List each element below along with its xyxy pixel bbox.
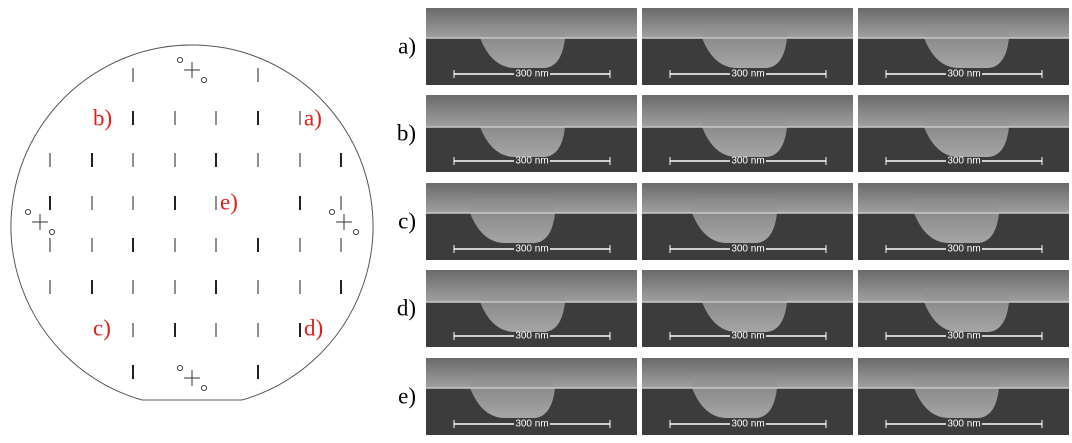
sem-image: 300 nm bbox=[642, 8, 853, 85]
sem-image: 300 nm bbox=[426, 183, 637, 260]
sem-image: 300 nm bbox=[858, 95, 1069, 172]
scale-bar-label: 300 nm bbox=[947, 244, 980, 255]
sem-image: 300 nm bbox=[426, 358, 637, 435]
wafer-label: d) bbox=[304, 315, 323, 340]
scale-bar-label: 300 nm bbox=[947, 156, 980, 167]
scale-bar-label: 300 nm bbox=[731, 419, 764, 430]
sem-image: 300 nm bbox=[642, 183, 853, 260]
sem-image: 300 nm bbox=[642, 270, 853, 347]
scale-bar-label: 300 nm bbox=[515, 331, 548, 342]
row-label: e) bbox=[398, 383, 416, 408]
scale-bar-label: 300 nm bbox=[515, 156, 548, 167]
sem-image: 300 nm bbox=[642, 358, 853, 435]
scale-bar-label: 300 nm bbox=[731, 331, 764, 342]
wafer-label: c) bbox=[93, 315, 111, 340]
sem-image: 300 nm bbox=[858, 270, 1069, 347]
sem-image: 300 nm bbox=[858, 183, 1069, 260]
wafer-label: e) bbox=[220, 189, 238, 214]
scale-bar-label: 300 nm bbox=[947, 331, 980, 342]
figure: b) a) e) c) d) a) 300 nm 300 nm 300 nm b) 300 nm 30… bbox=[0, 0, 1072, 443]
scale-bar-label: 300 nm bbox=[515, 419, 548, 430]
scale-bar-label: 300 nm bbox=[947, 69, 980, 80]
row-label: a) bbox=[398, 33, 416, 58]
sem-image: 300 nm bbox=[426, 95, 637, 172]
scale-bar-label: 300 nm bbox=[731, 69, 764, 80]
sem-image: 300 nm bbox=[426, 8, 637, 85]
sem-image: 300 nm bbox=[858, 358, 1069, 435]
row-label: d) bbox=[397, 295, 416, 320]
scale-bar-label: 300 nm bbox=[515, 244, 548, 255]
sem-image: 300 nm bbox=[426, 270, 637, 347]
wafer-label: b) bbox=[93, 105, 112, 130]
row-label: b) bbox=[397, 120, 416, 145]
sem-image: 300 nm bbox=[858, 8, 1069, 85]
scale-bar-label: 300 nm bbox=[947, 419, 980, 430]
scale-bar-label: 300 nm bbox=[731, 156, 764, 167]
wafer-outline bbox=[11, 45, 373, 400]
row-label: c) bbox=[398, 208, 416, 233]
sem-image: 300 nm bbox=[642, 95, 853, 172]
wafer-label: a) bbox=[304, 105, 322, 130]
scale-bar-label: 300 nm bbox=[515, 69, 548, 80]
scale-bar-label: 300 nm bbox=[731, 244, 764, 255]
